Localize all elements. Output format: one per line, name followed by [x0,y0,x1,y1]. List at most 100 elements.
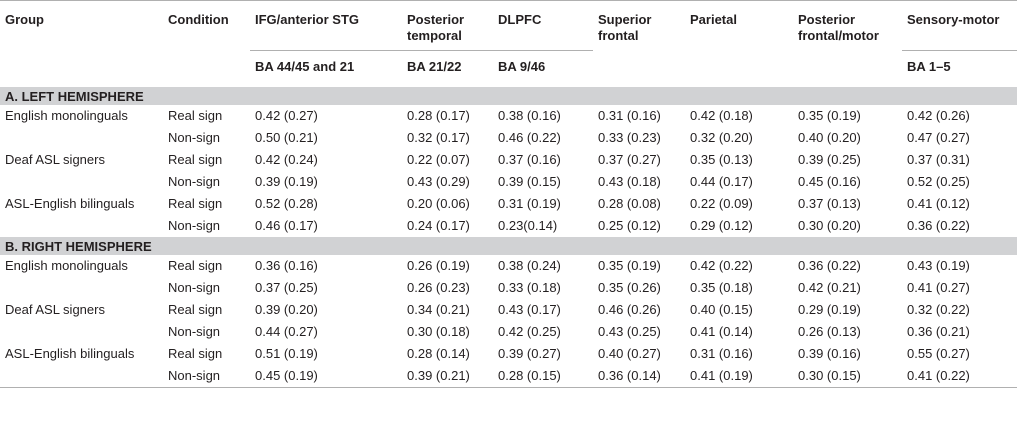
value-cell: 0.31 (0.16) [598,108,661,123]
value-cell: 0.39 (0.15) [498,174,561,189]
value-cell: 0.33 (0.18) [498,280,561,295]
value-cell: 0.22 (0.07) [407,152,470,167]
value-cell: 0.35 (0.26) [598,280,661,295]
table-row: Non-sign 0.45 (0.19) 0.39 (0.21) 0.28 (0.15… [0,365,1017,388]
ba-label: BA 21/22 [402,50,493,86]
value-cell: 0.39 (0.21) [402,365,493,388]
value-cell: 0.31 (0.16) [690,346,753,361]
value-cell: 0.37 (0.13) [798,196,861,211]
header-region-5: Parietal [685,0,793,51]
value-cell: 0.29 (0.19) [798,302,861,317]
value-cell: 0.37 (0.27) [598,152,661,167]
value-cell: 0.33 (0.23) [598,130,661,145]
value-cell: 0.39 (0.19) [255,174,318,189]
value-cell: 0.28 (0.08) [598,196,661,211]
value-cell: 0.32 (0.22) [907,302,970,317]
ba-label: BA 9/46 [493,50,593,86]
condition-cell: Real sign [168,258,223,273]
ba-label [593,50,685,86]
value-cell: 0.35 (0.13) [690,152,753,167]
value-cell: 0.43 (0.29) [407,174,470,189]
header-region-1: IFG/anterior STG [250,0,402,51]
value-cell: 0.43 (0.18) [598,174,661,189]
table-row: ASL-English bilinguals Real sign 0.52 (0.2… [0,193,1017,215]
value-cell: 0.36 (0.14) [593,365,685,388]
value-cell: 0.38 (0.16) [498,108,561,123]
value-cell: 0.42 (0.18) [690,108,753,123]
value-cell: 0.41 (0.27) [907,280,970,295]
table-row: Non-sign 0.44 (0.27) 0.30 (0.18) 0.42 (0.25… [0,321,1017,343]
condition-cell: Non-sign [168,280,221,295]
value-cell: 0.42 (0.25) [498,324,561,339]
value-cell: 0.26 (0.19) [407,258,470,273]
header-region-7: Sensory-motor [902,0,1017,51]
value-cell: 0.36 (0.16) [255,258,318,273]
value-cell: 0.32 (0.17) [407,130,470,145]
condition-cell: Real sign [168,108,223,123]
table-row: Non-sign 0.46 (0.17) 0.24 (0.17) 0.23(0.14)… [0,215,1017,237]
table-row: Deaf ASL signers Real sign 0.42 (0.24) 0.22… [0,149,1017,171]
value-cell: 0.35 (0.19) [598,258,661,273]
value-cell: 0.46 (0.22) [498,130,561,145]
value-cell: 0.46 (0.26) [598,302,661,317]
table-body: A. LEFT HEMISPHERE English monolinguals Re… [0,83,1017,388]
group-cell [0,215,163,237]
table-row: Deaf ASL signers Real sign 0.39 (0.20) 0.34… [0,299,1017,321]
header-condition: Condition [163,0,250,86]
condition-cell: Real sign [168,302,223,317]
condition-cell: Non-sign [163,365,250,388]
ba-label [793,50,902,86]
value-cell: 0.36 (0.22) [907,218,970,233]
value-cell: 0.42 (0.27) [255,108,318,123]
value-cell: 0.38 (0.24) [498,258,561,273]
value-cell: 0.29 (0.12) [690,218,753,233]
value-cell: 0.35 (0.19) [798,108,861,123]
value-cell: 0.37 (0.16) [498,152,561,167]
value-cell: 0.30 (0.18) [407,324,470,339]
header-region-3: DLPFC [493,0,593,51]
value-cell: 0.50 (0.21) [255,130,318,145]
group-cell [0,127,163,149]
section-title: A. LEFT HEMISPHERE [0,83,1017,105]
value-cell: 0.43 (0.17) [498,302,561,317]
value-cell: 0.45 (0.19) [250,365,402,388]
condition-cell: Non-sign [168,324,221,339]
table-row: Non-sign 0.50 (0.21) 0.32 (0.17) 0.46 (0.22… [0,127,1017,149]
header-group: Group [0,0,163,86]
value-cell: 0.40 (0.27) [598,346,661,361]
table-header: Group Condition IFG/anterior STG Posteri… [0,0,1017,86]
value-cell: 0.26 (0.23) [407,280,470,295]
group-cell [0,365,163,388]
ba-label: BA 44/45 and 21 [250,50,402,86]
ba-label [685,50,793,86]
value-cell: 0.25 (0.12) [598,218,661,233]
value-cell: 0.44 (0.17) [690,174,753,189]
group-cell: ASL-English bilinguals [5,346,135,361]
value-cell: 0.31 (0.19) [498,196,561,211]
condition-cell: Real sign [168,346,223,361]
value-cell: 0.44 (0.27) [255,324,318,339]
group-cell: English monolinguals [5,108,128,123]
section-header-row: A. LEFT HEMISPHERE [0,83,1017,105]
table-row: ASL-English bilinguals Real sign 0.51 (0.1… [0,343,1017,365]
group-cell: English monolinguals [5,258,128,273]
header-region-4: Superior frontal [593,0,685,51]
section-header-row: B. RIGHT HEMISPHERE [0,237,1017,255]
value-cell: 0.30 (0.20) [798,218,861,233]
value-cell: 0.46 (0.17) [255,218,318,233]
value-cell: 0.41 (0.12) [907,196,970,211]
value-cell: 0.55 (0.27) [907,346,970,361]
table-row: Non-sign 0.39 (0.19) 0.43 (0.29) 0.39 (0.15… [0,171,1017,193]
value-cell: 0.41 (0.14) [690,324,753,339]
value-cell: 0.37 (0.25) [255,280,318,295]
value-cell: 0.42 (0.24) [255,152,318,167]
value-cell: 0.32 (0.20) [690,130,753,145]
value-cell: 0.37 (0.31) [907,152,970,167]
value-cell: 0.20 (0.06) [407,196,470,211]
value-cell: 0.23(0.14) [498,218,558,233]
group-cell [0,321,163,343]
section-title: B. RIGHT HEMISPHERE [0,237,1017,255]
table-row: English monolinguals Real sign 0.36 (0.16)… [0,255,1017,277]
value-cell: 0.39 (0.20) [255,302,318,317]
value-cell: 0.42 (0.26) [907,108,970,123]
